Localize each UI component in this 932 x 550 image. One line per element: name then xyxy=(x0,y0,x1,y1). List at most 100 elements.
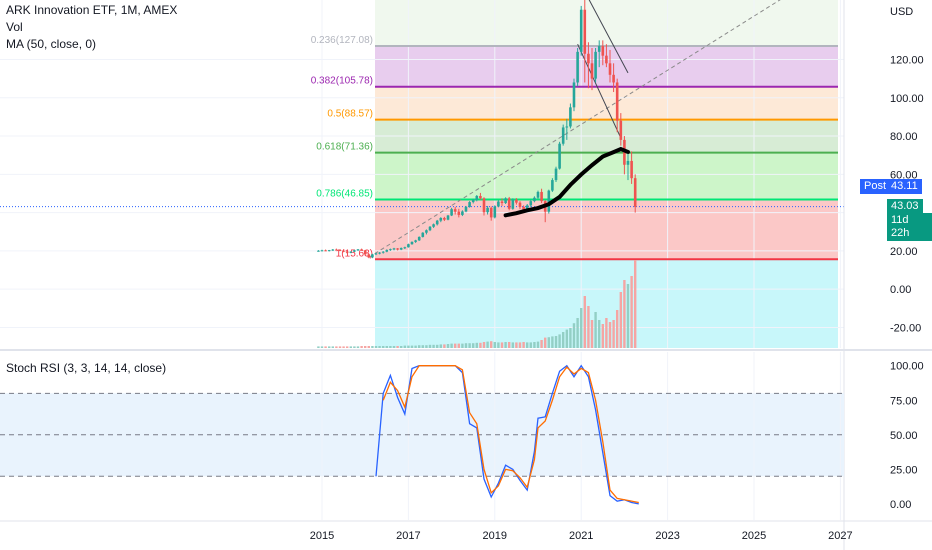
volume-bar xyxy=(619,292,623,348)
last-price-tag: 43.03 xyxy=(887,199,923,214)
volume-bar xyxy=(464,343,468,348)
volume-bar xyxy=(536,341,540,348)
volume-bar xyxy=(367,346,370,348)
volume-bar xyxy=(374,346,378,348)
candle-body xyxy=(500,201,504,204)
candle-body xyxy=(504,198,507,204)
ma-indicator-label[interactable]: MA (50, close, 0) xyxy=(6,37,97,51)
price-axis-tick: 60.00 xyxy=(890,169,918,181)
countdown-tag: 11d 22h xyxy=(887,213,932,241)
volume-bar xyxy=(544,337,547,348)
candle-body xyxy=(335,249,338,251)
candle-body xyxy=(511,199,515,209)
volume-bar xyxy=(436,344,439,348)
volume-bar xyxy=(320,346,324,348)
candle-body xyxy=(367,254,371,258)
volume-bar xyxy=(572,323,576,348)
candle-body xyxy=(443,217,446,220)
candle-body xyxy=(417,236,421,241)
volume-bar xyxy=(500,342,504,348)
candle-body xyxy=(439,217,443,221)
volume-bar xyxy=(608,322,612,348)
volume-bar xyxy=(601,324,604,348)
volume-bar xyxy=(425,345,428,348)
volume-bar xyxy=(345,346,349,348)
candle-body xyxy=(497,201,500,207)
volume-bar xyxy=(439,344,442,348)
stoch-rsi-label[interactable]: Stoch RSI (3, 3, 14, 14, close) xyxy=(6,361,167,375)
candle-body xyxy=(482,198,486,213)
volume-bar xyxy=(540,340,543,348)
volume-bar xyxy=(389,346,392,348)
price-axis-tick: 0.00 xyxy=(890,284,911,296)
volume-bar xyxy=(561,332,565,348)
volume-bar xyxy=(446,344,450,348)
fib-zone-0.786 xyxy=(375,152,838,200)
trend-line-0 xyxy=(368,0,781,258)
price-axis-tick: 80.00 xyxy=(890,131,918,143)
candle-body xyxy=(331,249,335,251)
volume-bar xyxy=(443,344,446,348)
candle-body xyxy=(389,249,392,251)
candle-body xyxy=(608,63,612,75)
candle-body xyxy=(360,249,363,251)
candle-body xyxy=(320,250,324,252)
volume-bar xyxy=(634,260,637,348)
candle-body xyxy=(378,252,381,254)
volume-bar xyxy=(461,343,464,348)
candle-body xyxy=(633,178,637,207)
volume-bar xyxy=(594,312,597,348)
vol-indicator-label[interactable]: Vol xyxy=(6,20,23,34)
candle-body xyxy=(507,198,511,209)
candle-body xyxy=(461,211,464,215)
candle-body xyxy=(464,206,468,212)
fib-zone-0.5 xyxy=(375,86,838,120)
volume-bar xyxy=(382,346,385,348)
fib-label: 0.382(105.78) xyxy=(311,76,373,87)
candle-body xyxy=(468,202,471,207)
volume-bar xyxy=(475,342,478,348)
volume-bar xyxy=(371,346,374,348)
candle-body xyxy=(515,199,518,203)
volume-bar xyxy=(349,346,353,348)
candle-body xyxy=(446,215,450,220)
candle-body xyxy=(399,248,403,250)
candle-body xyxy=(525,205,529,211)
candle-body xyxy=(453,209,457,212)
candle-body xyxy=(356,249,360,251)
volume-bar xyxy=(623,280,626,348)
candle-body xyxy=(630,160,633,179)
time-axis-tick: 2019 xyxy=(483,530,507,542)
volume-bar xyxy=(414,345,417,348)
volume-bar xyxy=(342,346,345,348)
volume-bar xyxy=(580,308,583,348)
candle-body xyxy=(471,199,475,203)
candle-body xyxy=(349,251,353,253)
volume-bar xyxy=(450,343,453,348)
chart-title: ARK Innovation ETF, 1M, AMEX xyxy=(6,3,178,17)
volume-bar xyxy=(410,345,414,348)
volume-bar xyxy=(396,346,399,348)
candle-body xyxy=(594,51,597,79)
rsi-axis-tick: 100.00 xyxy=(890,361,924,373)
volume-bar xyxy=(421,345,424,348)
volume-bar xyxy=(587,306,590,348)
price-axis-tick: 120.00 xyxy=(890,55,924,67)
candle-body xyxy=(615,82,619,121)
candle-body xyxy=(561,127,565,144)
candle-body xyxy=(338,249,342,251)
candle-body xyxy=(327,250,331,252)
candle-body xyxy=(475,195,479,200)
candle-body xyxy=(551,180,554,191)
candle-body xyxy=(536,191,540,198)
candle-body xyxy=(493,206,497,218)
volume-bar xyxy=(335,346,338,348)
candle-body xyxy=(518,202,522,207)
volume-bar xyxy=(385,346,388,348)
candle-body xyxy=(457,211,461,215)
volume-bar xyxy=(432,344,435,348)
candle-body xyxy=(403,247,407,249)
candle-body xyxy=(579,9,583,52)
trend-line-2 xyxy=(588,0,629,74)
